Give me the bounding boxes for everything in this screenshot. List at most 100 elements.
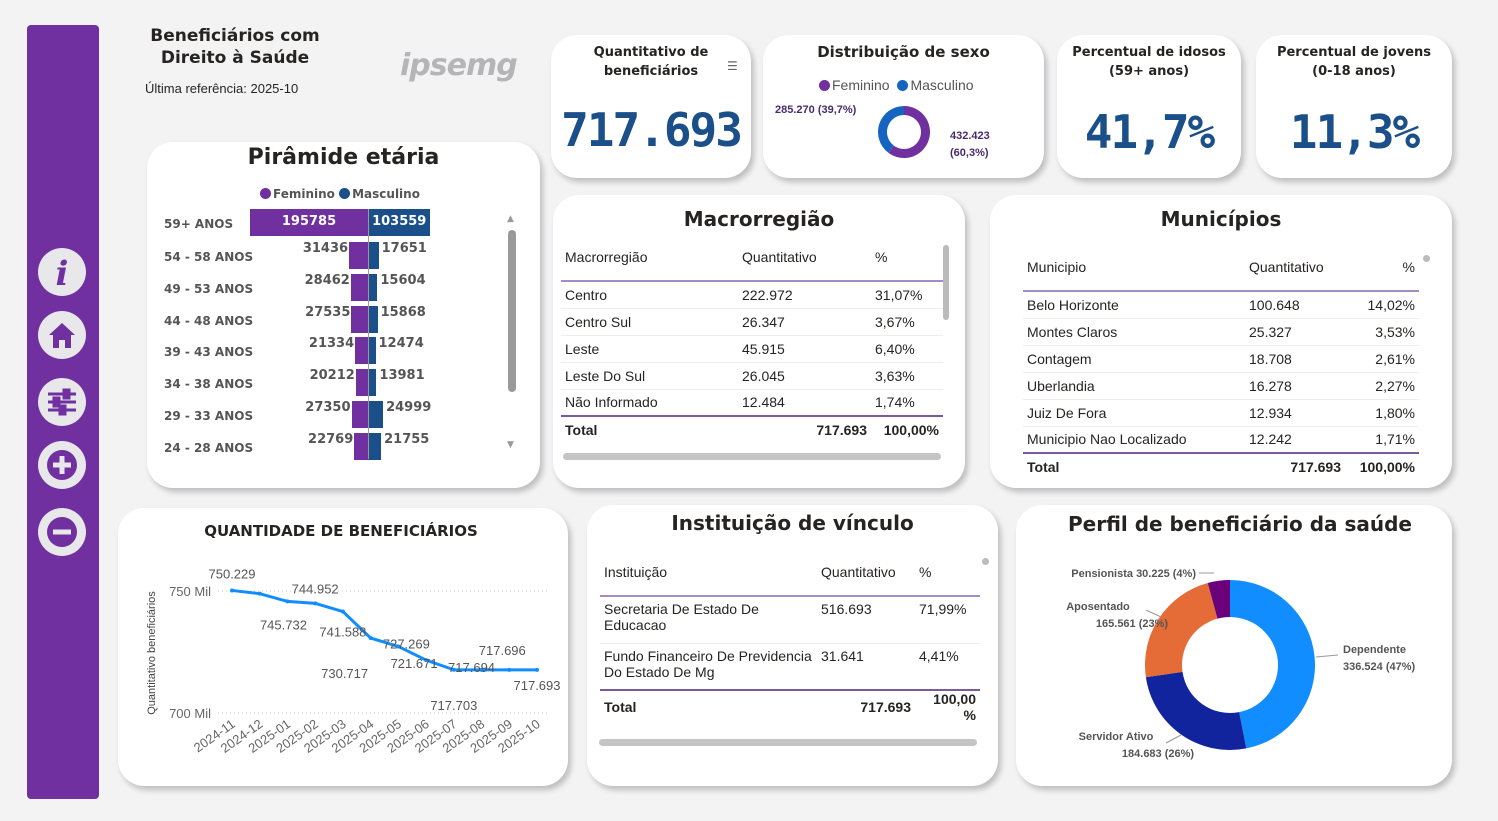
feminino-bar[interactable] xyxy=(349,242,368,269)
table-cell: 14,02% xyxy=(1345,291,1419,319)
feminino-bar[interactable] xyxy=(354,432,368,460)
masculino-bar[interactable] xyxy=(368,432,382,460)
scrollbar[interactable] xyxy=(943,245,949,320)
scroll-down-icon[interactable]: ▼ xyxy=(507,440,514,450)
table-cell: 12.484 xyxy=(738,389,871,417)
table-cell: 222.972 xyxy=(738,281,871,309)
municipios-card: Municípios Municipio Quantitativo% Belo Ho… xyxy=(990,195,1452,488)
table-row[interactable]: Leste Do Sul 26.045 3,63% xyxy=(561,362,943,390)
column-header[interactable]: Municipio xyxy=(1023,255,1245,292)
data-label: 750.229 xyxy=(209,566,256,581)
horizontal-scrollbar[interactable] xyxy=(563,453,941,460)
slice-value: 184.683 (26%) xyxy=(1122,748,1194,760)
masculino-bar[interactable] xyxy=(368,209,431,236)
masculino-bar[interactable] xyxy=(368,305,378,333)
table-cell: 12.242 xyxy=(1245,426,1345,454)
table-row[interactable]: Centro 222.972 31,07% xyxy=(561,281,943,309)
data-point xyxy=(368,636,373,641)
kpi-value: 11,3% xyxy=(1289,105,1420,159)
table-row[interactable]: Belo Horizonte 100.648 14,02% xyxy=(1023,291,1419,319)
table-cell: 26.347 xyxy=(738,308,871,336)
chart-title: QUANTIDADE DE BENEFICIÁRIOS xyxy=(204,521,478,540)
table-row[interactable]: Secretaria De Estado De Educacao 516.693 7… xyxy=(600,596,980,644)
data-point xyxy=(285,599,290,604)
minus-icon xyxy=(47,517,77,547)
sexo-card: Distribuição de sexo Feminino Masculino … xyxy=(763,35,1044,178)
table-cell: 1,74% xyxy=(871,389,943,417)
table-cell: 26.045 xyxy=(738,362,871,390)
feminino-value: 21334 xyxy=(308,336,355,352)
scrollbar[interactable] xyxy=(508,230,516,392)
zoom-out-button[interactable] xyxy=(38,508,86,556)
table-row[interactable]: Montes Claros 25.327 3,53% xyxy=(1023,318,1419,346)
table-cell: 3,67% xyxy=(871,308,943,336)
table-cell: 18.708 xyxy=(1245,345,1345,373)
total-cell: 100,00 % xyxy=(915,689,980,723)
macro-card: Macrorregião Macrorregião Quantitativo% Ce… xyxy=(553,195,965,488)
filters-button[interactable] xyxy=(38,378,86,426)
masculino-bar[interactable] xyxy=(368,337,376,365)
feminino-bar[interactable] xyxy=(355,337,368,365)
total-cell: 100,00% xyxy=(1345,452,1419,480)
scroll-up-icon[interactable]: ▲ xyxy=(507,214,514,224)
table-row[interactable]: Centro Sul 26.347 3,67% xyxy=(561,308,943,336)
card-title: Municípios xyxy=(1160,207,1282,231)
legend: Feminino Masculino xyxy=(819,77,974,93)
zoom-in-button[interactable] xyxy=(38,441,86,489)
horizontal-scrollbar[interactable] xyxy=(599,739,977,746)
column-header[interactable]: % xyxy=(871,245,943,282)
table-cell: Uberlandia xyxy=(1023,372,1245,400)
column-header[interactable]: Quantitativo xyxy=(817,560,915,597)
data-label: 717.703 xyxy=(430,698,477,713)
table-row[interactable]: Uberlandia 16.278 2,27% xyxy=(1023,372,1419,400)
table-row[interactable]: Juiz De Fora 12.934 1,80% xyxy=(1023,399,1419,427)
masculino-bar[interactable] xyxy=(368,369,377,397)
total-cell: 717.693 xyxy=(1245,452,1345,480)
pyramid-chart: 59+ ANOS 195785 103559 54 - 58 ANOS 31436 176… xyxy=(147,142,540,488)
y-tick-label: 750 Mil xyxy=(169,584,211,599)
ipsemg-logo: ipsemg xyxy=(400,48,518,83)
kpi-title: Quantitativo de xyxy=(593,45,709,60)
feminino-value: 27350 xyxy=(305,400,351,415)
total-row: Total 717.693 100,00 % xyxy=(600,689,980,723)
table-row[interactable]: Não Informado 12.484 1,74% xyxy=(561,389,943,417)
scrollbar[interactable] xyxy=(982,558,989,565)
total-cell: Total xyxy=(1023,452,1245,480)
masculino-bar[interactable] xyxy=(368,273,378,301)
column-header[interactable]: Quantitativo xyxy=(738,245,871,282)
data-point xyxy=(507,667,512,672)
table-cell: Leste Do Sul xyxy=(561,362,738,390)
table-row[interactable]: Contagem 18.708 2,61% xyxy=(1023,345,1419,373)
sexo-donut xyxy=(878,106,930,158)
table-cell: 12.934 xyxy=(1245,399,1345,427)
total-cell: 100,00% xyxy=(871,415,943,443)
masculino-bar[interactable] xyxy=(368,401,384,428)
masculino-bar[interactable] xyxy=(368,242,379,269)
feminino-bar[interactable] xyxy=(250,209,368,236)
home-button[interactable] xyxy=(38,311,86,359)
feminino-bar[interactable] xyxy=(355,369,368,397)
sliders-icon xyxy=(48,388,76,416)
masculino-value: 17651 xyxy=(381,241,427,256)
table-cell: 31.641 xyxy=(817,643,915,691)
column-header[interactable]: Quantitativo xyxy=(1245,255,1345,292)
info-button[interactable]: i xyxy=(38,248,86,296)
table-cell: 1,80% xyxy=(1345,399,1419,427)
column-header[interactable]: % xyxy=(1345,255,1419,292)
leader-line xyxy=(1165,734,1182,744)
column-header[interactable]: Instituição xyxy=(600,560,817,597)
column-header[interactable]: % xyxy=(915,560,980,597)
table-row[interactable]: Municipio Nao Localizado 12.242 1,71% xyxy=(1023,426,1419,454)
table-cell: Fundo Financeiro De Previdencia Do Estad… xyxy=(600,643,817,691)
feminino-bar[interactable] xyxy=(351,401,368,428)
leader-line xyxy=(1145,609,1162,618)
table-row[interactable]: Fundo Financeiro De Previdencia Do Estad… xyxy=(600,643,980,691)
table-row[interactable]: Leste 45.915 6,40% xyxy=(561,335,943,363)
table-cell: Secretaria De Estado De Educacao xyxy=(600,596,817,644)
column-header[interactable]: Macrorregião xyxy=(561,245,738,282)
scrollbar[interactable] xyxy=(1423,255,1430,262)
filter-icon[interactable]: ☰ xyxy=(727,59,738,73)
feminino-value: 27535 xyxy=(305,304,351,320)
feminino-bar[interactable] xyxy=(351,305,368,333)
feminino-bar[interactable] xyxy=(350,273,368,301)
